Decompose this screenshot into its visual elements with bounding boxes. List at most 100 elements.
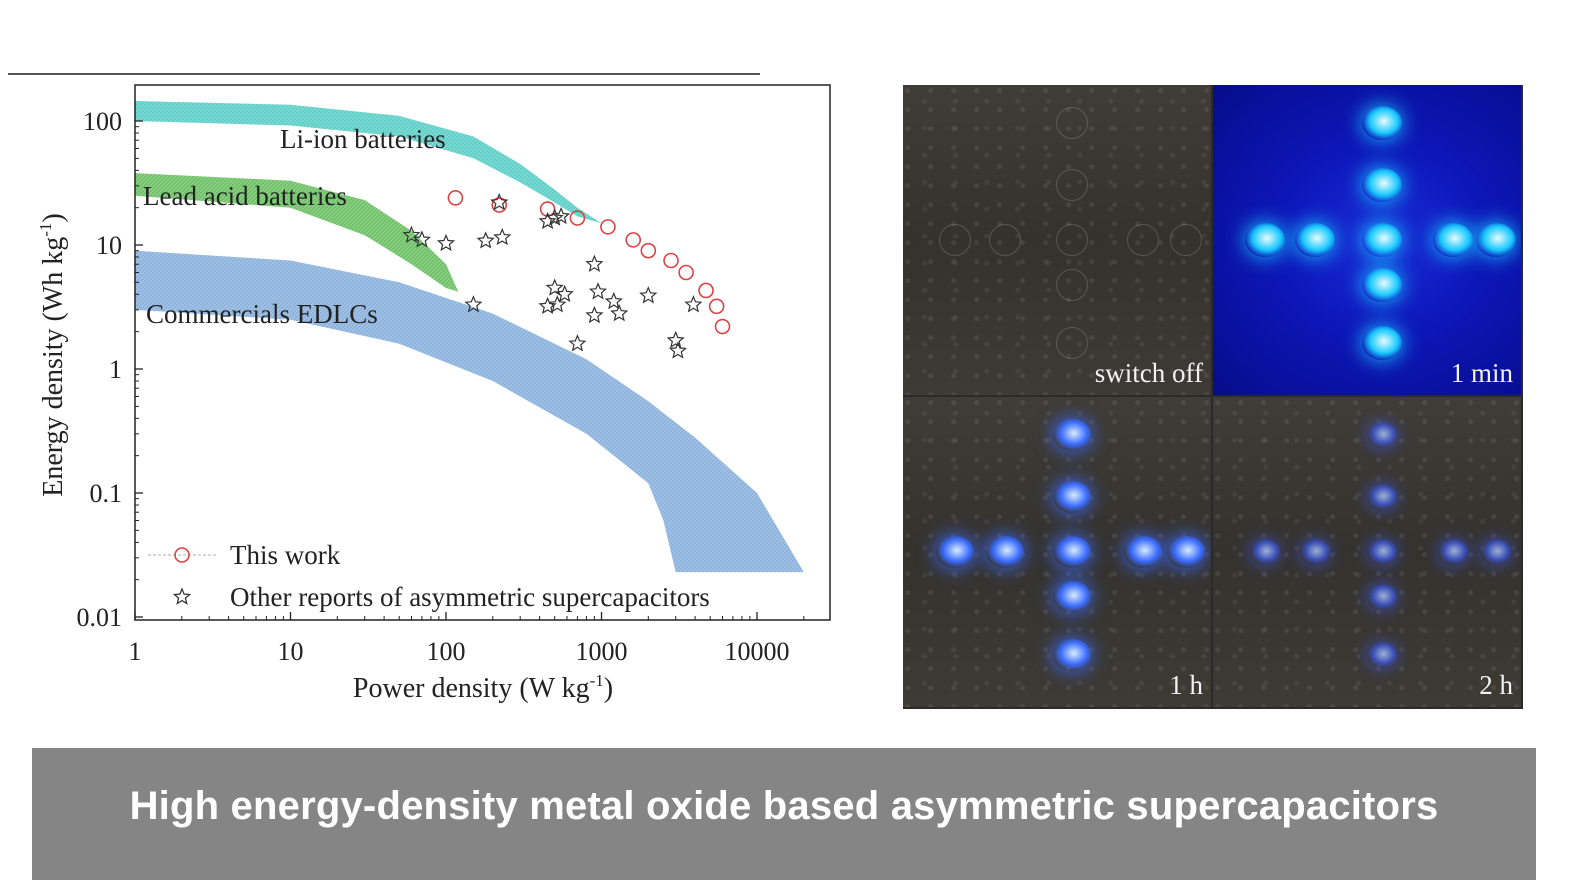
- other-report-point: [493, 227, 512, 246]
- x-tick-label: 10000: [725, 637, 790, 666]
- other-report-point: [490, 192, 509, 211]
- photo-label-2-h: 2 h: [1479, 670, 1513, 700]
- ragone-plot: 1 10 100 1000 10000 0.01 0.1 1 10 100 Li-ion bat…: [8, 73, 831, 704]
- this-work-point: [708, 298, 725, 315]
- led-unlit: [1170, 224, 1203, 256]
- x-axis-label: Power density (W kg-1): [353, 671, 613, 704]
- led-lit: [1053, 418, 1092, 452]
- region-texture-0: [135, 101, 602, 224]
- legend-this-work-label: This work: [230, 540, 341, 570]
- led-lit: [1053, 480, 1092, 514]
- other-report-point: [436, 233, 456, 252]
- led-lit: [1167, 535, 1206, 569]
- other-report-point: [545, 208, 564, 226]
- led-photo-panel: switch off 1 min 1 h 2 h: [903, 85, 1523, 709]
- x-tick-label: 1: [129, 637, 142, 666]
- led-lit: [985, 535, 1024, 569]
- region-texture-1: [135, 173, 459, 292]
- led-unlit: [1056, 224, 1089, 256]
- led-lit: [1294, 223, 1335, 257]
- led-lit: [1367, 484, 1398, 510]
- led-unlit: [1056, 107, 1089, 139]
- this-work-point: [714, 318, 731, 335]
- other-report-point: [668, 341, 687, 359]
- region-labels: Li-ion batteries Lead acid batteries Comme…: [143, 124, 446, 329]
- other-report-point: [555, 284, 574, 303]
- led-lit: [1362, 106, 1403, 140]
- led-lit: [1438, 539, 1469, 565]
- other-report-point: [568, 334, 587, 352]
- this-work-point: [491, 197, 508, 213]
- led-unlit: [1056, 169, 1089, 201]
- led-unlit: [1127, 224, 1160, 256]
- photo-label-switch-off: switch off: [1094, 358, 1203, 388]
- led-unlit: [1056, 327, 1089, 359]
- this-work-point: [447, 190, 464, 206]
- y-tick-label: 1: [109, 355, 122, 384]
- y-tick-label: 10: [96, 231, 122, 260]
- legend-star-marker: [172, 587, 192, 605]
- data-points: [402, 190, 731, 359]
- other-report-point: [402, 225, 421, 243]
- x-axis-ticks: 1 10 100 1000 10000: [129, 612, 805, 666]
- other-report-point: [476, 231, 495, 249]
- y-tick-label: 0.01: [77, 603, 123, 632]
- legend-other-label: Other reports of asymmetric supercapacit…: [230, 582, 710, 612]
- this-work-point: [640, 242, 657, 259]
- photo-1-min: 1 min: [1213, 85, 1521, 395]
- photo-label-1-min: 1 min: [1450, 358, 1513, 388]
- other-report-point: [585, 254, 604, 272]
- region-bands: [135, 101, 804, 573]
- other-report-point: [464, 295, 483, 313]
- other-report-point: [604, 291, 623, 310]
- other-report-point: [588, 282, 608, 300]
- y-axis-label: Energy density (Wh kg-1): [36, 213, 69, 496]
- y-tick-label: 0.1: [90, 479, 123, 508]
- led-lit: [1053, 638, 1092, 672]
- region-label-1: Lead acid batteries: [143, 181, 347, 211]
- led-unlit: [939, 224, 972, 256]
- photo-label-1-h: 1 h: [1169, 670, 1203, 700]
- other-report-point: [585, 305, 604, 324]
- other-report-point: [610, 304, 629, 322]
- led-lit: [1299, 539, 1330, 565]
- other-report-point: [639, 286, 658, 304]
- led-lit: [1053, 535, 1092, 569]
- region-label-2: Commercials EDLCs: [146, 299, 378, 329]
- led-lit: [1367, 584, 1398, 610]
- plot-frame: [134, 84, 831, 621]
- led-unlit: [1056, 269, 1089, 301]
- led-lit: [1362, 268, 1403, 302]
- other-report-point: [538, 211, 557, 230]
- led-lit: [1250, 539, 1281, 565]
- this-work-point: [698, 282, 714, 299]
- led-lit: [1367, 642, 1398, 668]
- led-lit: [1481, 539, 1512, 565]
- led-lit: [1245, 223, 1286, 257]
- led-lit: [1476, 223, 1517, 257]
- led-lit: [1362, 168, 1403, 202]
- led-lit: [936, 535, 975, 569]
- led-lit: [1362, 223, 1403, 257]
- photo-switch-off: switch off: [903, 85, 1211, 395]
- y-tick-label: 100: [83, 107, 122, 136]
- banner-title: High energy-density metal oxide based as…: [129, 784, 1439, 828]
- led-lit: [1124, 535, 1163, 569]
- region-label-0: Li-ion batteries: [280, 124, 446, 154]
- other-report-point: [552, 206, 571, 225]
- this-work-point: [678, 264, 694, 281]
- legend-this-work-marker: [174, 547, 190, 563]
- other-report-point: [538, 296, 557, 315]
- other-report-point: [545, 278, 564, 296]
- legend: This work Other reports of asymmetric su…: [148, 540, 710, 612]
- led-unlit: [988, 224, 1021, 256]
- this-work-point: [663, 252, 679, 269]
- other-report-point: [684, 295, 703, 313]
- caption-banner: High energy-density metal oxide based as…: [32, 748, 1536, 880]
- photo-1-h: 1 h: [903, 397, 1211, 707]
- x-tick-label: 100: [427, 637, 466, 666]
- x-tick-label: 1000: [576, 637, 628, 666]
- led-lit: [1433, 223, 1474, 257]
- other-report-point: [666, 330, 685, 349]
- led-lit: [1053, 580, 1092, 614]
